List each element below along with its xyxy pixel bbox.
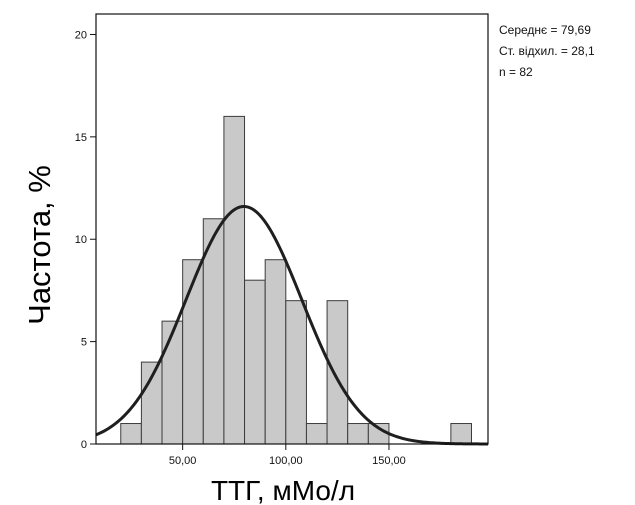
y-tick-label: 15 — [75, 132, 87, 144]
histogram-bar — [120, 423, 142, 445]
y-tick-label: 10 — [75, 234, 87, 246]
y-axis-label: Частота, % — [22, 165, 57, 325]
x-tick-label: 100,00 — [269, 455, 303, 467]
normal-curve — [95, 204, 489, 446]
histogram-bar — [347, 423, 369, 445]
stats-n: n = 82 — [499, 65, 533, 79]
x-tick-label: 50,00 — [169, 455, 197, 467]
y-axis-ticks: 0 5 10 15 20 — [75, 29, 96, 451]
histogram-bar — [326, 300, 349, 445]
histogram-bars — [120, 115, 472, 445]
x-axis-label: ТТГ, мМо/л — [211, 475, 355, 505]
stats-box-background — [496, 14, 635, 98]
histogram-bar — [161, 320, 184, 445]
histogram-bar — [223, 115, 246, 445]
stats-mean: Середнє = 79,69 — [499, 23, 591, 37]
x-tick-label: 150,00 — [372, 455, 406, 467]
histogram-bar — [285, 300, 307, 445]
histogram-bar — [244, 279, 266, 445]
histogram-bar — [305, 423, 328, 445]
x-axis-ticks: 50,00 100,00 150,00 — [169, 444, 406, 467]
stats-sd: Ст. відхил. = 28,1 — [499, 44, 595, 58]
plot-frame — [95, 13, 489, 445]
histogram-bar — [264, 259, 287, 445]
histogram-bar — [182, 259, 204, 445]
y-tick-label: 0 — [81, 439, 87, 451]
stats-box: Середнє = 79,69 Ст. відхил. = 28,1 n = 8… — [496, 14, 635, 98]
y-tick-label: 20 — [75, 29, 87, 41]
y-tick-label: 5 — [81, 337, 87, 349]
histogram-bar — [450, 423, 472, 445]
